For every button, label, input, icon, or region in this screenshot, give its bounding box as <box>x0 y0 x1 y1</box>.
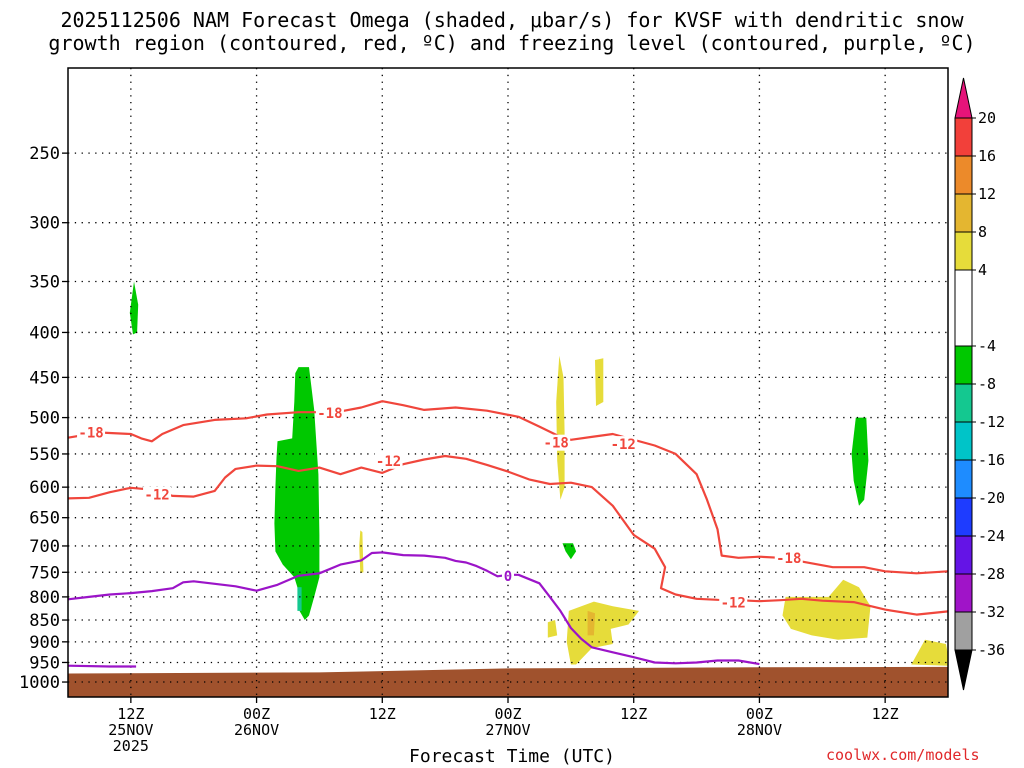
x-tick-label: 12Z <box>117 705 144 723</box>
contour-label-bg <box>609 436 638 453</box>
contour-line-0 <box>67 400 949 575</box>
colorbar-label: -20 <box>978 489 1005 507</box>
colorbar-bin <box>954 383 973 423</box>
omega-region-12 <box>911 639 948 666</box>
chart-title-line1: 2025112506 NAM Forecast Omega (shaded, μ… <box>60 8 964 32</box>
colorbar-label: -8 <box>978 375 996 393</box>
contour-line-1 <box>67 454 949 616</box>
colorbar-label: 20 <box>978 109 996 127</box>
y-tick-label: 900 <box>29 633 60 653</box>
contour-label: -18 <box>317 406 342 422</box>
colorbar-label: -28 <box>978 565 1005 583</box>
y-tick-label: 850 <box>29 611 60 631</box>
omega-region-10 <box>851 417 869 506</box>
omega-region-8 <box>566 601 639 665</box>
x-tick-label: 2025 <box>113 737 149 755</box>
omega-region-11 <box>782 579 871 640</box>
y-tick-label: 700 <box>29 537 60 557</box>
contour-label: -18 <box>776 551 801 567</box>
omega-region-9 <box>587 610 595 636</box>
y-tick-label: 800 <box>29 588 60 608</box>
omega-region-6 <box>562 543 577 560</box>
x-tick-label: 25NOV <box>108 721 153 739</box>
contour-label-bg <box>719 594 748 611</box>
colorbar-bin <box>954 497 973 537</box>
colorbar-bin <box>954 117 973 157</box>
colorbar-label: 12 <box>978 185 996 203</box>
terrain-fill <box>68 666 948 697</box>
x-tick-label: 00Z <box>494 705 521 723</box>
colorbar-bin <box>954 573 973 613</box>
colorbar-bin <box>954 345 973 385</box>
colorbar-label: -16 <box>978 451 1005 469</box>
y-tick-label: 1000 <box>19 673 60 693</box>
source-credit[interactable]: coolwx.com/models <box>826 746 980 764</box>
contour-label: -12 <box>144 488 169 504</box>
x-axis-title: Forecast Time (UTC) <box>409 746 615 767</box>
contour-label: 0 <box>504 569 512 585</box>
colorbar-over-arrow <box>954 77 973 119</box>
y-tick-label: 500 <box>29 409 60 429</box>
y-tick-label: 300 <box>29 214 60 234</box>
omega-region-1 <box>274 367 320 620</box>
y-tick-label: 400 <box>29 323 60 343</box>
x-tick-label: 12Z <box>620 705 647 723</box>
y-tick-label: 600 <box>29 478 60 498</box>
colorbar-bin <box>954 611 973 651</box>
y-tick-label: 450 <box>29 368 60 388</box>
x-tick-label: 28NOV <box>737 721 782 739</box>
chart-title-line2: growth region (contoured, red, ºC) and f… <box>48 31 976 55</box>
contour-label-bg <box>542 434 571 451</box>
x-tick-label: 00Z <box>746 705 773 723</box>
colorbar-bin <box>954 231 973 271</box>
colorbar-bin <box>954 421 973 461</box>
y-tick-label: 250 <box>29 144 60 164</box>
contour-label: -12 <box>611 437 636 453</box>
colorbar-label: -32 <box>978 603 1005 621</box>
colorbar-label: 4 <box>978 261 987 279</box>
x-tick-label: 12Z <box>872 705 899 723</box>
contour-label: -18 <box>544 436 569 452</box>
x-tick-label: 27NOV <box>485 721 530 739</box>
contour-label-bg <box>502 567 514 584</box>
contour-line-2 <box>67 551 760 666</box>
colorbar-bin <box>954 193 973 233</box>
omega-region-7 <box>547 620 558 638</box>
colorbar-label: 16 <box>978 147 996 165</box>
omega-region-2 <box>297 587 302 611</box>
contour-label-bg <box>143 486 172 503</box>
y-tick-label: 650 <box>29 509 60 529</box>
omega-region-3 <box>359 530 364 574</box>
contour-line-3 <box>67 664 137 668</box>
contour-label-bg <box>374 452 403 469</box>
colorbar-bin <box>954 155 973 195</box>
omega-region-0 <box>129 281 139 335</box>
colorbar-label: -12 <box>978 413 1005 431</box>
contour-label-bg <box>315 404 344 421</box>
y-tick-label: 350 <box>29 273 60 293</box>
contour-label: -18 <box>78 426 103 442</box>
contour-label-bg <box>774 549 803 566</box>
colorbar-bin <box>954 459 973 499</box>
x-tick-label: 00Z <box>243 705 270 723</box>
y-tick-label: 550 <box>29 445 60 465</box>
colorbar-bin <box>954 535 973 575</box>
colorbar-under-arrow <box>954 649 973 691</box>
omega-region-5 <box>595 358 604 406</box>
contour-label: -12 <box>376 454 401 470</box>
y-tick-label: 750 <box>29 563 60 583</box>
colorbar-label: -36 <box>978 641 1005 659</box>
colorbar-label: -24 <box>978 527 1005 545</box>
contour-label-bg <box>77 424 106 441</box>
omega-region-4 <box>556 355 565 500</box>
colorbar-label: 8 <box>978 223 987 241</box>
x-tick-label: 26NOV <box>234 721 279 739</box>
y-tick-label: 950 <box>29 653 60 673</box>
x-tick-label: 12Z <box>369 705 396 723</box>
contour-label: -12 <box>721 596 746 612</box>
colorbar-bin <box>954 269 973 347</box>
colorbar-label: -4 <box>978 337 996 355</box>
